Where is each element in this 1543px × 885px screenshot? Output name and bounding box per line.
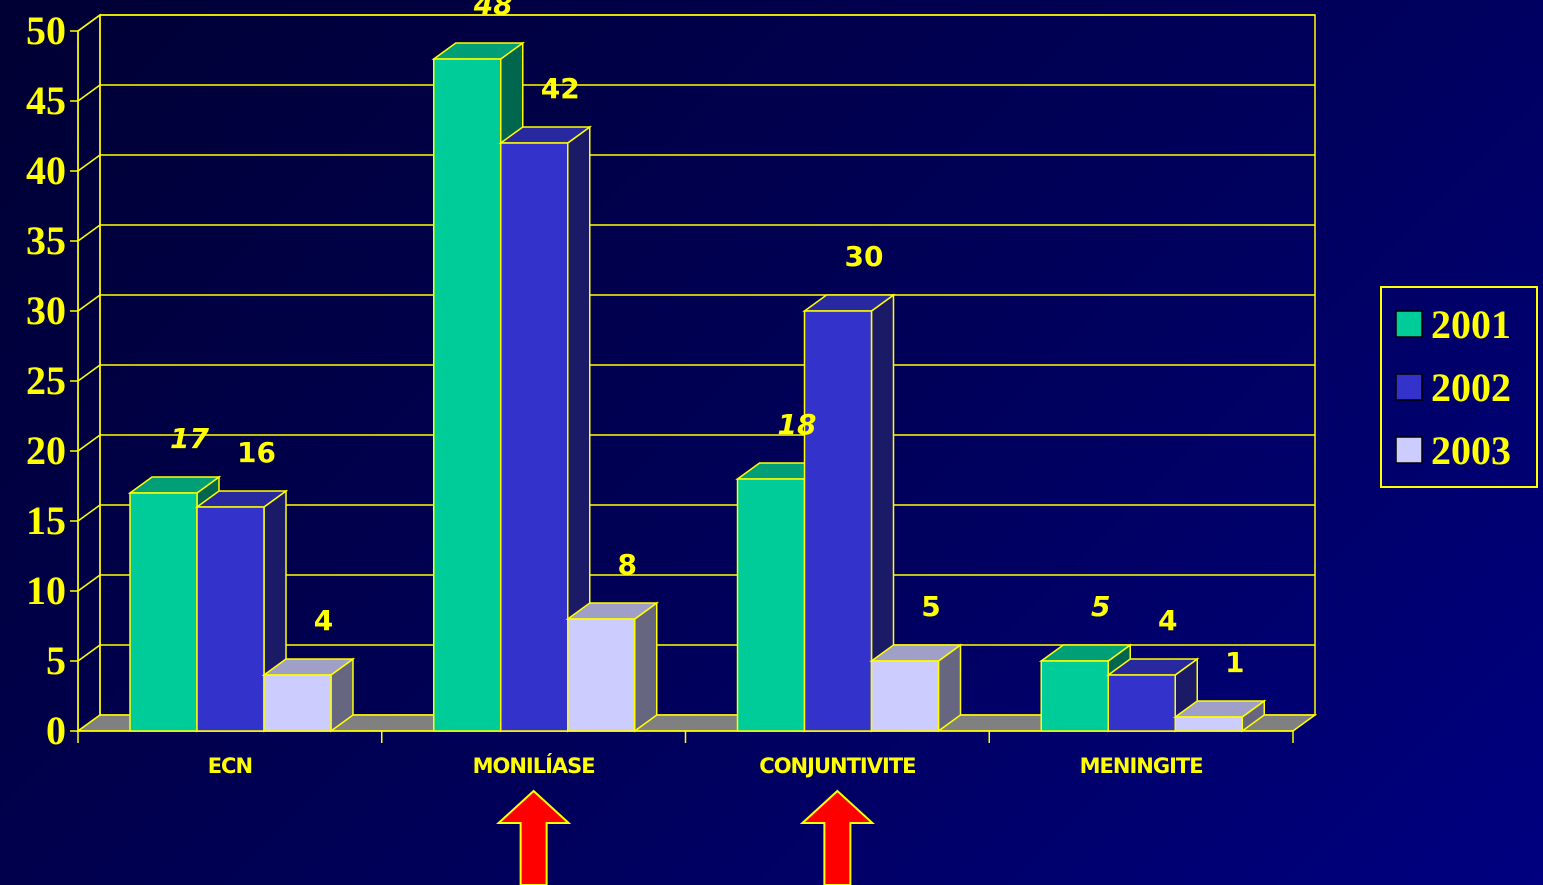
plot-area-back bbox=[75, 13, 1318, 733]
bar-front bbox=[196, 506, 265, 732]
bar-front bbox=[263, 674, 332, 732]
data-label: 17 bbox=[170, 422, 209, 455]
y-tick-label: 5 bbox=[46, 638, 66, 683]
legend-swatch bbox=[1395, 373, 1423, 401]
bar-2003-monilíase bbox=[565, 601, 660, 733]
data-label: 1 bbox=[1225, 646, 1244, 679]
gridline-side bbox=[77, 504, 101, 522]
data-label: 4 bbox=[1158, 604, 1177, 637]
y-tick-label: 35 bbox=[26, 218, 66, 263]
y-tick-label: 40 bbox=[26, 148, 66, 193]
bar-front bbox=[803, 310, 873, 732]
y-tick-label: 45 bbox=[26, 78, 66, 123]
bar-front bbox=[1040, 660, 1109, 732]
highlight-arrow bbox=[799, 789, 875, 885]
gridline-side bbox=[77, 14, 101, 32]
legend-label: 2003 bbox=[1431, 428, 1511, 473]
data-label: 5 bbox=[1091, 590, 1110, 623]
bar-front bbox=[500, 142, 569, 732]
highlight-arrow bbox=[496, 789, 572, 885]
legend-swatch bbox=[1395, 436, 1423, 464]
bar-side bbox=[634, 601, 658, 733]
y-tick-label: 25 bbox=[26, 358, 66, 403]
y-tick-label: 15 bbox=[26, 498, 66, 543]
bar-2003-ecn bbox=[261, 657, 356, 733]
y-tick-label: 30 bbox=[26, 288, 66, 333]
bar-2003-conjuntivite bbox=[869, 643, 963, 733]
data-label: 5 bbox=[921, 590, 940, 623]
legend-swatch bbox=[1395, 310, 1423, 338]
gridline-side bbox=[77, 154, 101, 172]
bar-front bbox=[567, 618, 636, 732]
gridline-side bbox=[77, 364, 101, 382]
x-tick-label: MONILÍASE bbox=[473, 753, 595, 778]
x-tick-label: CONJUNTIVITE bbox=[759, 754, 915, 778]
x-tick-label: MENINGITE bbox=[1080, 754, 1203, 778]
legend-box bbox=[1380, 286, 1538, 488]
bar-2002-monilíase bbox=[498, 125, 593, 733]
bars bbox=[127, 41, 1267, 733]
data-label: 48 bbox=[473, 0, 513, 21]
bar-front bbox=[736, 478, 806, 732]
x-tick-label: ECN bbox=[208, 754, 252, 778]
y-tick-label: 20 bbox=[26, 428, 66, 473]
data-label: 42 bbox=[541, 72, 580, 105]
gridline-side bbox=[77, 224, 101, 242]
gridline-side bbox=[77, 84, 101, 102]
bar-2003-meningite bbox=[1172, 699, 1267, 733]
legend-label: 2001 bbox=[1431, 302, 1511, 347]
data-label: 30 bbox=[845, 240, 884, 273]
gridline-side bbox=[77, 644, 101, 662]
bar-front bbox=[129, 492, 198, 732]
bar-2002-conjuntivite bbox=[802, 293, 896, 733]
data-label: 16 bbox=[237, 436, 276, 469]
bar-front bbox=[1107, 674, 1176, 732]
gridline-side bbox=[77, 294, 101, 312]
highlight-arrows bbox=[496, 789, 875, 885]
legend: 2001 2002 2003 bbox=[1380, 286, 1538, 488]
data-label: 8 bbox=[618, 548, 637, 581]
data-label: 4 bbox=[314, 604, 333, 637]
bar-front bbox=[1174, 716, 1243, 732]
y-tick-label: 0 bbox=[46, 708, 66, 753]
legend-label: 2002 bbox=[1431, 365, 1511, 410]
gridline-side bbox=[77, 574, 101, 592]
data-label: 18 bbox=[778, 408, 817, 441]
bar-front bbox=[433, 58, 502, 732]
y-tick-label: 50 bbox=[26, 8, 66, 53]
y-tick-label: 10 bbox=[26, 568, 66, 613]
gridline-side bbox=[77, 434, 101, 452]
bar-front bbox=[870, 660, 940, 732]
